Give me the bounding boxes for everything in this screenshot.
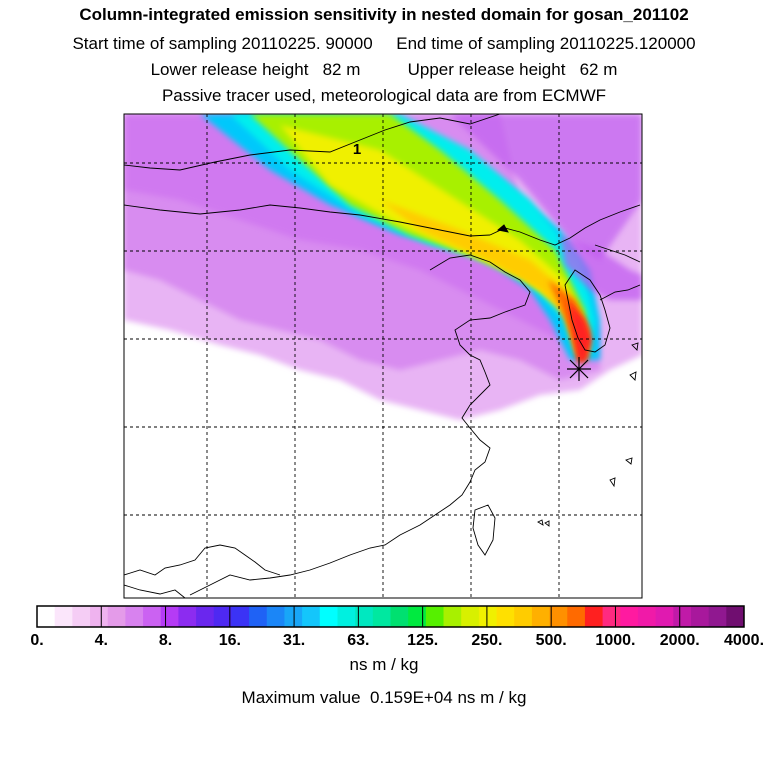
colorbar-swatch (726, 606, 745, 627)
colorbar-swatch (620, 606, 639, 627)
colorbar-swatch (443, 606, 462, 627)
colorbar-swatch (90, 606, 109, 627)
colorbar-tick-label: 4000. (724, 632, 764, 649)
chart-title: Column-integrated emission sensitivity i… (79, 5, 689, 24)
colorbar-swatch (390, 606, 409, 627)
colorbar-tick-label: 31. (283, 632, 305, 649)
star-receptor (567, 357, 591, 381)
colorbar-swatch (249, 606, 268, 627)
colorbar-swatch (425, 606, 444, 627)
colorbar-swatch (178, 606, 197, 627)
plume-label: 1 (353, 141, 361, 158)
colorbar-swatch (231, 606, 250, 627)
colorbar-tick-label: 1000. (595, 632, 635, 649)
colorbar-swatch (549, 606, 568, 627)
colorbar-swatch (637, 606, 657, 627)
colorbar-swatch (107, 606, 126, 627)
colorbar-swatch (125, 606, 144, 627)
coastlines (124, 114, 641, 598)
sensitivity-field: 1 (124, 114, 642, 598)
colorbar-tick-label: 0. (30, 632, 43, 649)
colorbar-swatch (567, 606, 586, 627)
colorbar-swatch (337, 606, 356, 627)
colorbar-swatch (372, 606, 391, 627)
colorbar-tick-label: 4. (95, 632, 108, 649)
colorbar-swatch (673, 606, 692, 627)
colorbar-swatch (602, 606, 621, 627)
colorbar-swatch (54, 606, 73, 627)
colorbar-swatch (514, 606, 533, 627)
colorbar-swatch (143, 606, 162, 627)
colorbar-units: ns m / kg (349, 655, 419, 674)
colorbar-swatch (461, 606, 480, 627)
release-height-line: Lower release height 82 m Upper release … (150, 60, 618, 79)
maximum-value: Maximum value 0.159E+04 ns m / kg (241, 688, 527, 707)
colorbar-tick-label: 250. (471, 632, 502, 649)
colorbar-tick-label: 500. (536, 632, 567, 649)
colorbar-swatch (266, 606, 285, 627)
colorbar-tick-label: 16. (219, 632, 241, 649)
tracer-info-line: Passive tracer used, meteorological data… (161, 86, 607, 105)
colorbar-swatch (302, 606, 321, 627)
colorbar-swatch (531, 606, 550, 627)
colorbar-tick-label: 125. (407, 632, 438, 649)
colorbar-swatch (478, 606, 497, 627)
colorbar-swatch (160, 606, 179, 627)
colorbar-swatch (496, 606, 515, 627)
sampling-time-line: Start time of sampling 20110225. 90000 E… (72, 34, 696, 53)
colorbar-tick-label: 2000. (660, 632, 700, 649)
colorbar-swatch (213, 606, 232, 627)
colorbar-tick-labels: 0. 4. 8. 16. 31. 63. 125. 250. 500. 1000. 2000. 400… (30, 632, 764, 649)
colorbar-swatch (408, 606, 427, 627)
colorbar-outline (36, 605, 745, 628)
colorbar-swatch (355, 606, 374, 627)
colorbar-swatch (284, 606, 303, 627)
colorbar-swatch (37, 606, 56, 627)
colorbar-tick-label: 8. (159, 632, 172, 649)
map-frame (123, 113, 643, 599)
colorbar-swatch (690, 606, 710, 627)
colorbar (36, 605, 745, 628)
colorbar-swatch (319, 606, 338, 627)
grid-lines (124, 114, 642, 598)
colorbar-swatch (708, 606, 727, 627)
colorbar-swatch (196, 606, 215, 627)
colorbar-swatch (72, 606, 91, 627)
colorbar-swatch (655, 606, 674, 627)
colorbar-tick-label: 63. (347, 632, 369, 649)
colorbar-swatch (584, 606, 603, 627)
